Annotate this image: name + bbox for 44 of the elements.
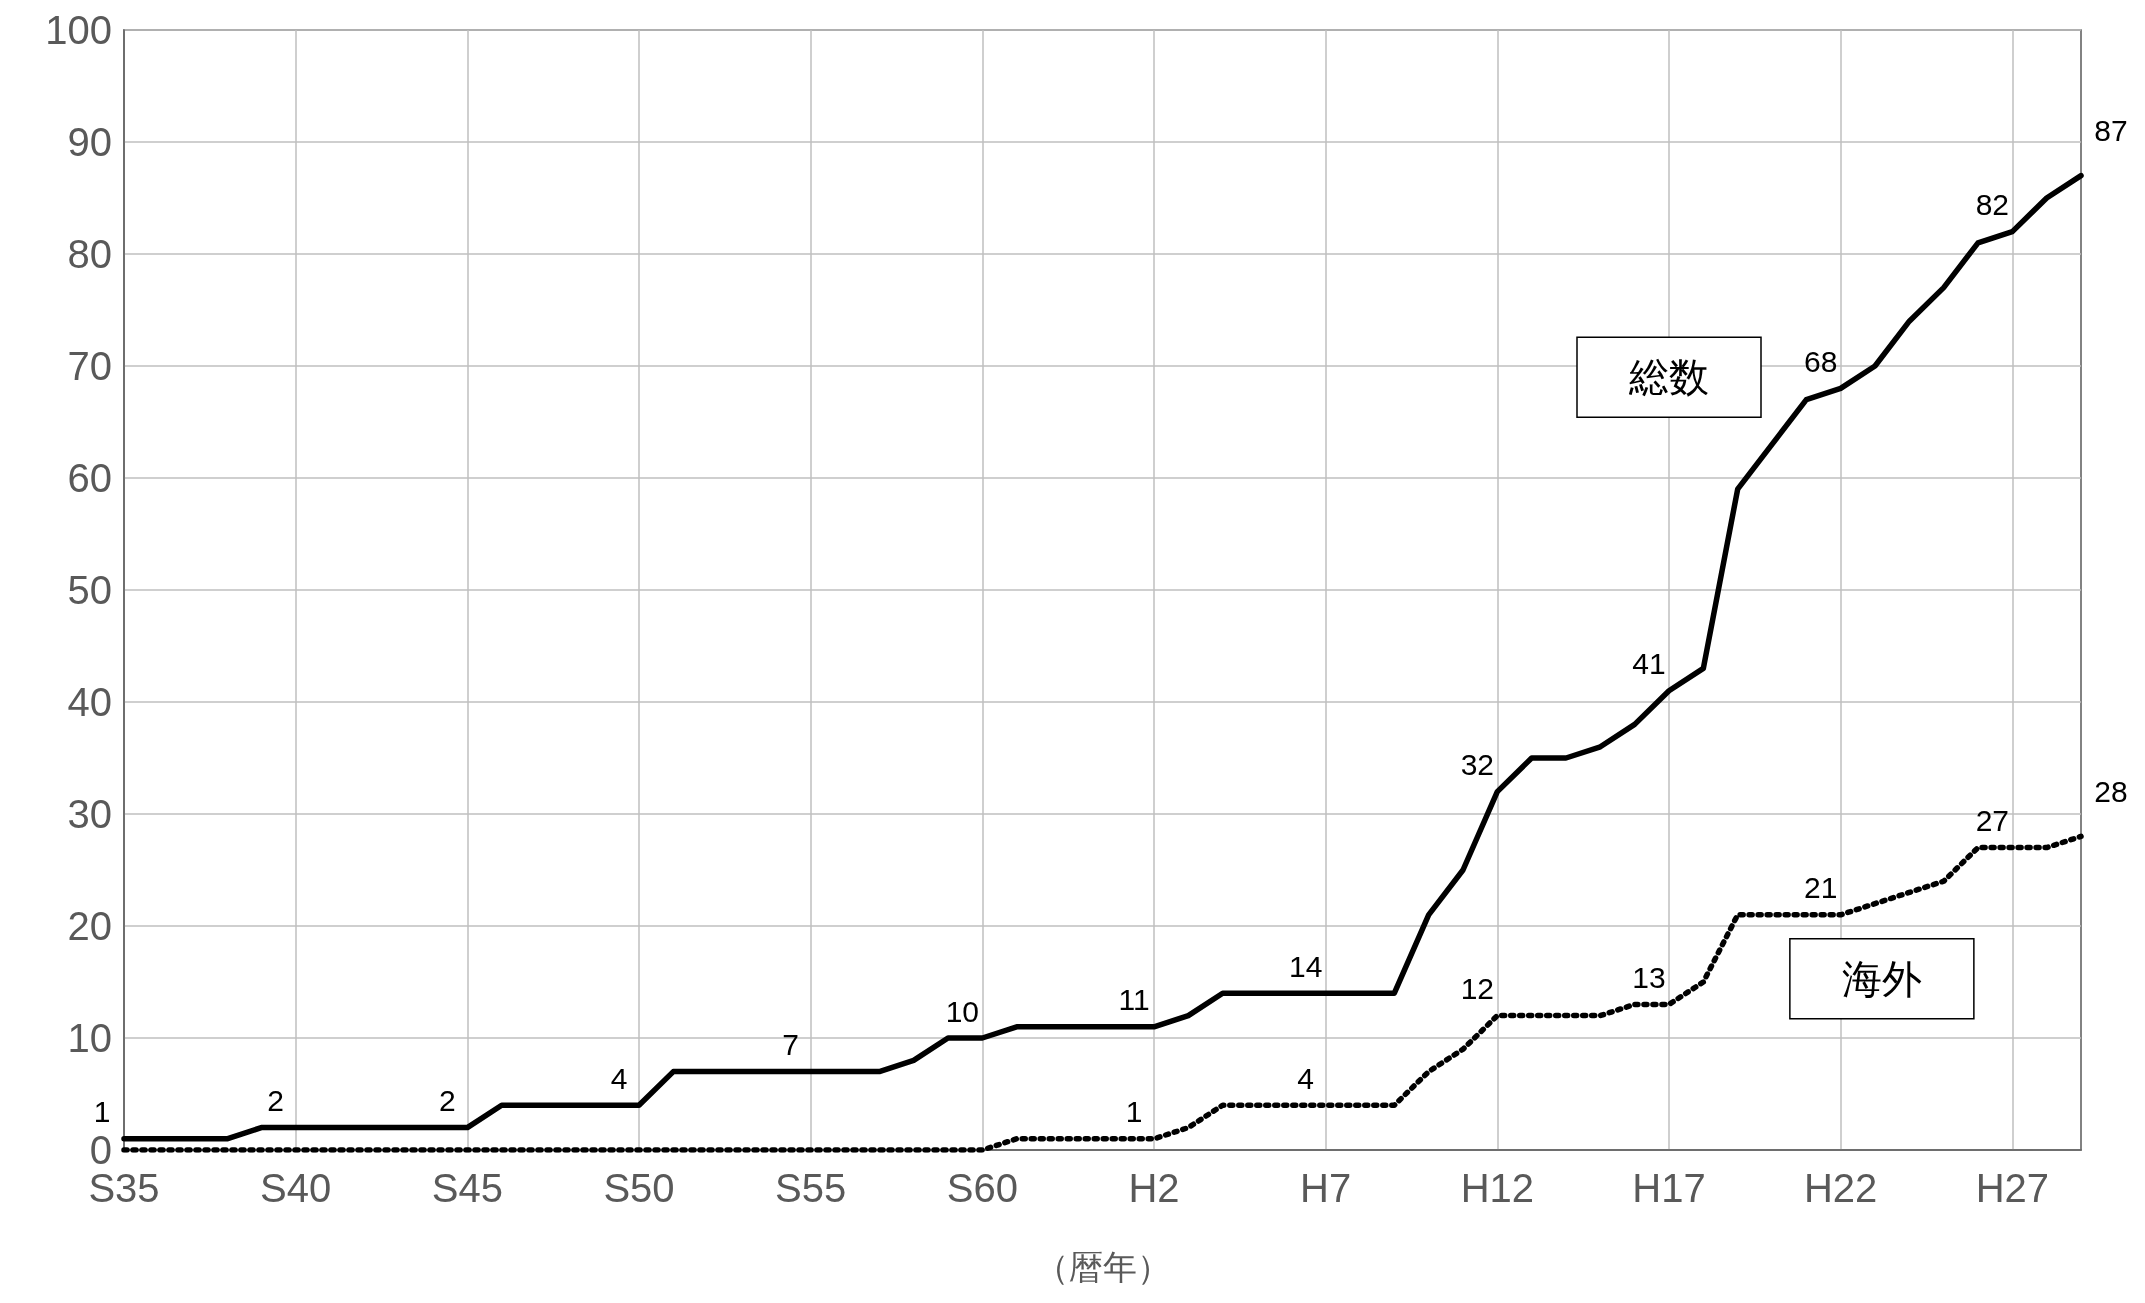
x-axis-title: （暦年）	[1034, 1248, 1171, 1286]
data-label: 11	[1118, 983, 1150, 1017]
data-label: 32	[1460, 748, 1495, 782]
x-tick-label: S55	[775, 1166, 847, 1210]
data-label: 87	[2094, 114, 2128, 148]
x-tick-label: H2	[1128, 1166, 1180, 1210]
y-tick-label: 50	[67, 568, 112, 612]
series-label: 海外	[1841, 956, 1922, 1001]
y-tick-label: 100	[45, 8, 112, 52]
x-tick-label: H7	[1300, 1166, 1352, 1210]
x-tick-label: S60	[946, 1166, 1018, 1210]
data-label: 1	[93, 1095, 111, 1129]
x-tick-label: S45	[431, 1166, 503, 1210]
x-tick-label: S50	[603, 1166, 675, 1210]
data-label: 7	[782, 1028, 800, 1062]
y-tick-label: 30	[67, 792, 112, 836]
data-label: 68	[1803, 344, 1838, 378]
data-label: 12	[1460, 972, 1495, 1006]
data-label: 4	[1297, 1061, 1315, 1095]
y-tick-label: 90	[67, 120, 112, 164]
y-tick-label: 60	[67, 456, 112, 500]
data-label: 28	[2094, 774, 2128, 808]
data-label: 82	[1975, 188, 2010, 222]
data-label: 2	[267, 1084, 285, 1118]
x-tick-label: H27	[1975, 1166, 2050, 1210]
y-tick-label: 10	[67, 1016, 112, 1060]
data-label: 4	[610, 1061, 628, 1095]
data-label: 10	[945, 994, 980, 1028]
x-tick-label: S40	[260, 1166, 332, 1210]
data-label: 14	[1288, 949, 1323, 983]
x-tick-label: H17	[1632, 1166, 1706, 1210]
series-label: 総数	[1628, 355, 1709, 400]
data-label: 13	[1632, 960, 1666, 994]
data-label: 2	[438, 1084, 456, 1118]
y-tick-label: 20	[67, 904, 112, 948]
y-tick-label: 70	[67, 344, 112, 388]
data-label: 27	[1975, 804, 2010, 838]
data-label: 41	[1632, 647, 1666, 681]
x-tick-label: H22	[1803, 1166, 1878, 1210]
x-tick-label: H12	[1460, 1166, 1535, 1210]
y-tick-label: 40	[67, 680, 112, 724]
data-label: 1	[1125, 1095, 1143, 1129]
data-label: 21	[1803, 871, 1838, 905]
y-tick-label: 80	[67, 232, 112, 276]
